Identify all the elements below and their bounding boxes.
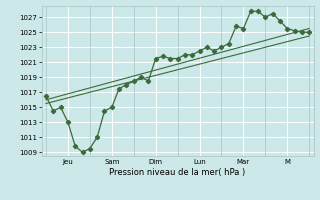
X-axis label: Pression niveau de la mer( hPa ): Pression niveau de la mer( hPa ) xyxy=(109,168,246,177)
